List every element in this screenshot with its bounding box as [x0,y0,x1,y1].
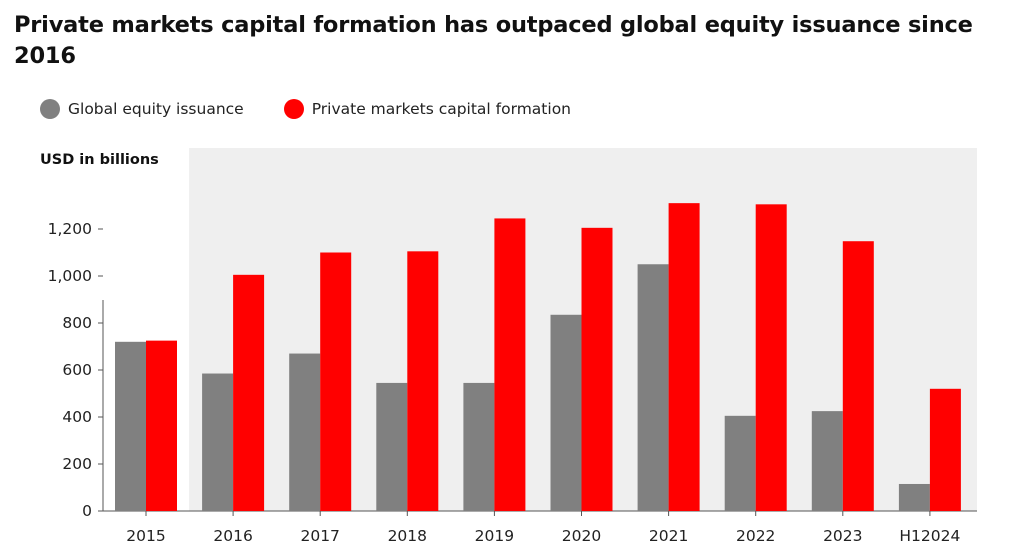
bar-global-equity [376,382,408,511]
chart-title: Private markets capital formation has ou… [14,12,973,69]
y-tick-label: 400 [62,408,92,426]
x-tick-label: 2021 [649,527,688,545]
bar-global-equity [550,314,582,511]
bar-private-markets [929,388,961,511]
bar-private-markets [407,251,439,511]
bar-private-markets [320,252,352,511]
bar-private-markets [581,227,613,511]
x-tick-label: 2023 [823,527,862,545]
bar-global-equity [637,264,669,511]
bar-global-equity [289,353,321,511]
legend-label: Global equity issuance [68,100,244,118]
bar-private-markets [755,204,787,511]
bar-global-equity [898,483,930,511]
legend: Global equity issuance Private markets c… [40,97,611,121]
x-tick-label: 2022 [736,527,775,545]
x-tick-label: 2016 [213,527,252,545]
legend-item-global-equity: Global equity issuance [40,99,244,119]
x-tick-label: 2020 [562,527,601,545]
y-tick-label: 1,200 [48,220,92,238]
bar-private-markets [494,218,526,512]
y-tick-label: 800 [62,314,92,332]
bar-private-markets [146,340,177,511]
legend-swatch-gray [40,99,60,119]
legend-item-private-markets: Private markets capital formation [283,99,571,119]
x-tick-label: 2018 [388,527,427,545]
legend-label: Private markets capital formation [311,100,571,118]
bar-global-equity [463,382,495,511]
x-tick-label: 2015 [126,527,165,545]
bar-private-markets [668,203,700,511]
y-tick-label: 200 [62,455,92,473]
y-tick-label: 1,000 [48,267,92,285]
bar-global-equity [202,373,234,511]
x-tick-label: H12024 [899,527,960,545]
legend-swatch-red [283,99,304,119]
bar-global-equity [724,415,756,511]
bar-private-markets [233,274,265,511]
bar-global-equity [115,341,146,511]
y-axis-unit-label: USD in billions [40,152,159,168]
y-tick-label: 0 [82,502,92,520]
y-tick-label: 600 [62,361,92,379]
bar-private-markets [842,241,874,511]
x-tick-label: 2019 [475,527,514,545]
x-tick-label: 2017 [300,527,339,545]
bar-global-equity [811,411,843,511]
